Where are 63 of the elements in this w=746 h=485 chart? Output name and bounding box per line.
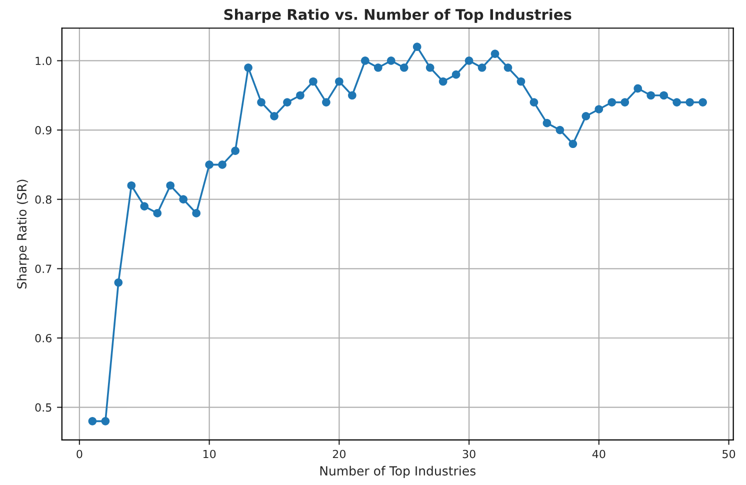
point <box>464 56 474 65</box>
point <box>244 63 252 72</box>
point <box>166 181 175 190</box>
point <box>335 77 344 86</box>
point <box>608 98 616 106</box>
x-axis-title: Number of Top Industries <box>320 466 476 478</box>
x-tick-label: 30 <box>462 450 476 458</box>
point <box>504 63 512 72</box>
point <box>374 63 382 72</box>
point <box>322 98 330 106</box>
x-tick-label: 0 <box>76 450 82 458</box>
y-axis-title: Sharpe Ratio (SR) <box>16 180 29 289</box>
y-tick-label: 0.7 <box>35 264 52 274</box>
point <box>516 77 526 86</box>
point <box>88 417 97 426</box>
point <box>582 112 590 120</box>
point <box>153 209 162 218</box>
point <box>634 84 642 93</box>
point <box>530 98 538 106</box>
point <box>542 118 552 128</box>
point <box>452 70 460 79</box>
point <box>620 98 630 106</box>
point <box>231 146 240 155</box>
point <box>257 98 266 106</box>
x-tick-label: 10 <box>203 450 216 458</box>
point <box>698 98 707 106</box>
point <box>556 126 564 134</box>
y-tick-label: 0.6 <box>35 334 52 342</box>
point <box>127 181 136 190</box>
point <box>140 202 149 210</box>
y-tick-label: 0.5 <box>35 403 52 412</box>
x-tick-label: 40 <box>592 450 606 458</box>
x-tick-label: 20 <box>332 450 346 458</box>
point <box>412 42 422 52</box>
point <box>490 50 500 58</box>
point <box>686 98 694 106</box>
point <box>568 140 578 148</box>
y-tick-label: 0.8 <box>35 195 52 204</box>
point <box>270 112 278 120</box>
point <box>594 105 604 114</box>
y-tick-label: 0.9 <box>35 126 52 134</box>
point <box>218 160 226 169</box>
point <box>114 278 123 287</box>
point <box>438 77 448 86</box>
point <box>646 91 656 100</box>
point <box>179 195 188 204</box>
point <box>672 98 681 106</box>
point <box>101 417 110 426</box>
point <box>360 56 370 65</box>
chart-title: Sharpe Ratio vs. Number of Top Industries <box>224 8 572 23</box>
point <box>660 91 668 100</box>
point <box>309 77 318 86</box>
point <box>478 63 486 72</box>
point <box>205 160 214 169</box>
point <box>426 63 434 72</box>
point <box>283 98 292 106</box>
y-tick-label: 1.0 <box>36 56 52 66</box>
point <box>386 56 396 65</box>
point <box>296 91 304 100</box>
point <box>348 91 356 100</box>
x-tick-label: 50 <box>722 450 736 458</box>
point <box>400 63 408 72</box>
point <box>192 209 200 218</box>
